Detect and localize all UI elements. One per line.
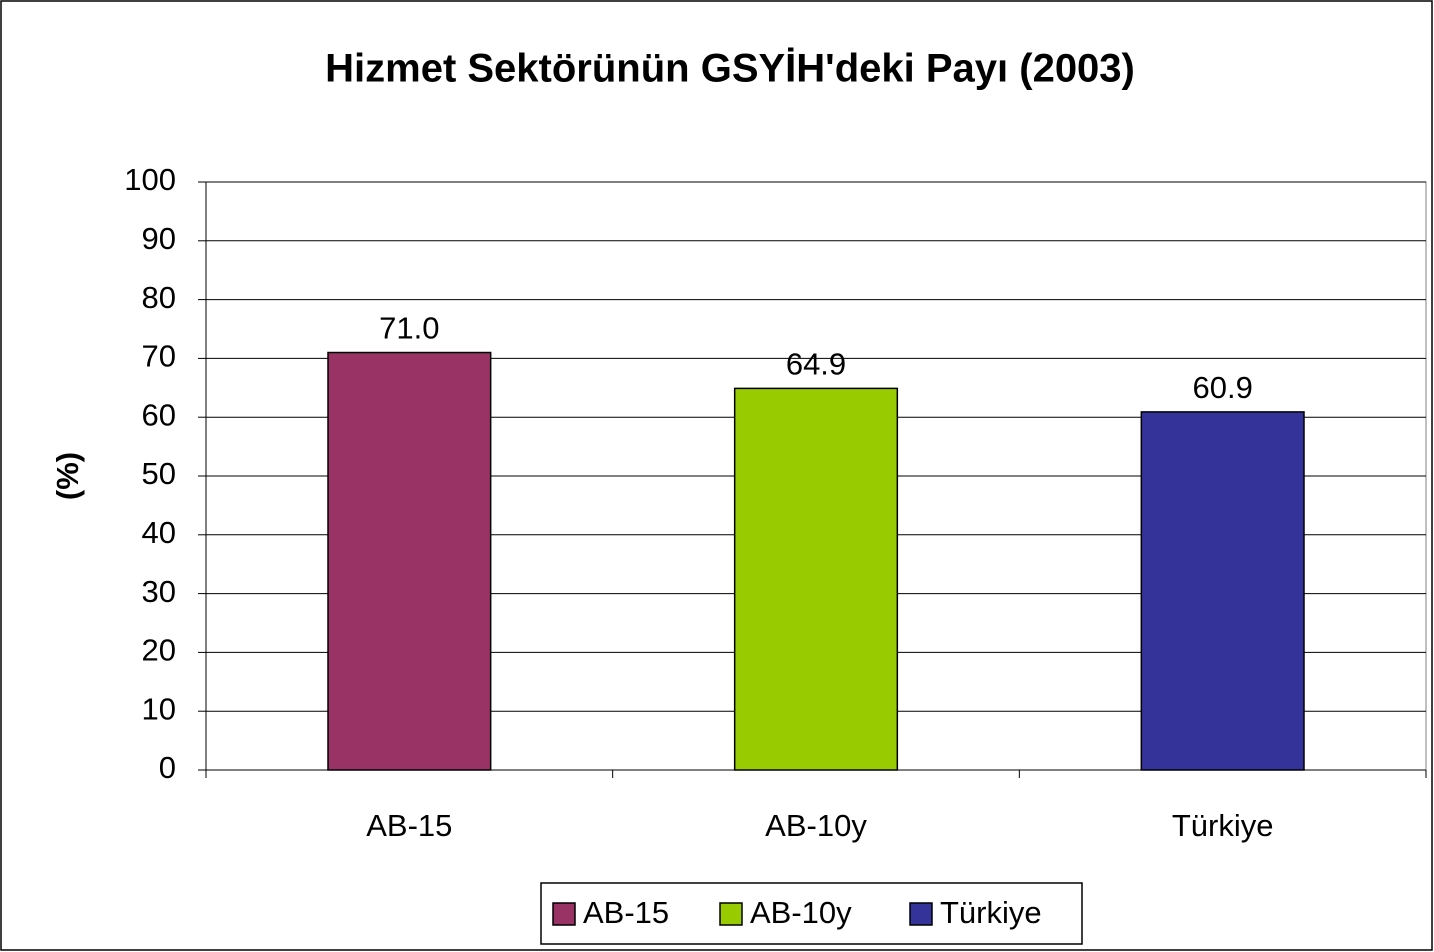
x-tick-label: AB-10y	[765, 808, 867, 843]
legend-label: AB-10y	[750, 895, 852, 930]
legend-label: AB-15	[583, 895, 669, 930]
y-tick-label: 30	[142, 574, 176, 609]
y-tick-label: 60	[142, 397, 176, 432]
legend-swatch	[552, 902, 576, 926]
bar	[733, 387, 899, 771]
y-tick-label: 90	[142, 221, 176, 256]
bar	[327, 351, 492, 771]
legend-box	[540, 882, 1083, 945]
y-tick-label: 50	[142, 456, 176, 491]
data-label: 71.0	[379, 311, 439, 346]
y-tick-label: 40	[142, 515, 176, 550]
y-tick-label: 80	[142, 280, 176, 315]
y-axis-label: (%)	[50, 452, 85, 500]
bar	[1140, 411, 1305, 771]
data-label: 60.9	[1192, 370, 1252, 405]
x-tick-label: Türkiye	[1172, 808, 1274, 843]
x-tick-label: AB-15	[366, 808, 452, 843]
legend-swatch	[909, 902, 933, 926]
chart-title: Hizmet Sektörünün GSYİH'deki Payı (2003)	[325, 47, 1135, 91]
y-tick-label: 10	[142, 691, 176, 726]
data-label: 64.9	[786, 347, 846, 382]
y-tick-label: 20	[142, 633, 176, 668]
legend-swatch	[719, 902, 743, 926]
y-tick-label: 0	[159, 750, 176, 785]
y-tick-label: 100	[124, 162, 176, 197]
legend-label: Türkiye	[940, 895, 1042, 930]
y-tick-label: 70	[142, 339, 176, 374]
